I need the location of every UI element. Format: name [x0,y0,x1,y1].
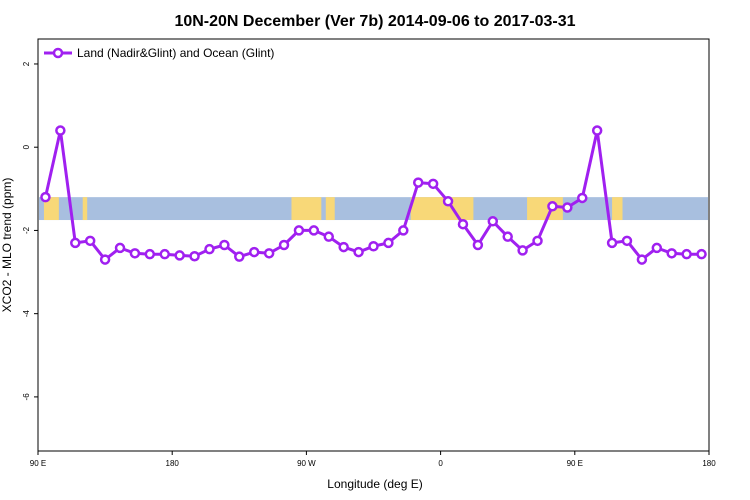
x-tick-label: 90 W [297,459,316,468]
data-point [293,225,305,236]
land-patch [410,197,474,221]
data-point [383,237,394,249]
data-point [204,243,215,255]
data-point [84,235,96,247]
data-point [502,231,513,242]
data-point [487,216,499,227]
y-tick-label: 0 [22,144,31,149]
data-point [457,218,469,230]
land-patch [43,197,59,221]
land-patch [82,197,88,221]
data-point [532,235,543,247]
land-patch [325,197,335,221]
x-tick-label: 180 [166,459,180,468]
x-tick-label: 180 [702,459,716,468]
data-point [696,248,707,260]
data-point [55,125,66,136]
data-point [636,254,648,265]
legend-marker [52,47,64,59]
land-patch [527,197,563,221]
data-point [338,241,349,253]
data-point [159,248,170,260]
data-point [189,250,200,262]
data-point [577,192,588,204]
data-point [174,250,185,261]
y-tick-label: -2 [22,226,31,234]
data-point [368,240,379,252]
x-tick-label: 90 E [567,459,583,468]
data-point [427,178,439,190]
data-point [562,202,573,213]
y-tick-label: -6 [22,393,31,401]
data-point [353,246,364,258]
data-point [114,242,126,254]
data-point [248,246,260,258]
y-axis: 2 0 -2 -4 -6 [22,61,38,400]
data-point [472,239,484,251]
data-point [398,225,409,236]
data-point [547,201,558,212]
y-tick-label: 2 [22,61,31,66]
data-point [144,248,156,260]
data-point [651,242,663,254]
x-tick-label: 0 [438,459,443,468]
data-point [278,239,290,251]
legend: Land (Nadir&Glint) and Ocean (Glint) [44,46,274,60]
data-point [621,235,633,247]
legend-label: Land (Nadir&Glint) and Ocean (Glint) [77,46,274,60]
data-point [308,225,320,236]
x-tick-label: 90 E [30,459,46,468]
land-patch [291,197,322,221]
data-point [263,248,275,259]
land-patch [612,197,623,221]
data-point [129,248,141,259]
data-point [219,239,230,251]
data-point [591,125,603,136]
x-axis: 90 E 180 90 W 0 90 E 180 [30,451,716,468]
chart-title: 10N-20N December (Ver 7b) 2014-09-06 to … [174,13,575,30]
data-point [40,191,51,203]
data-point [442,196,454,207]
data-point [99,254,111,265]
data-point [517,245,528,256]
data-point [234,251,245,262]
data-point [681,248,692,260]
data-point [606,237,618,249]
series-line [44,129,702,262]
data-point [412,177,424,188]
plot-frame [37,38,710,452]
data-point [666,248,677,259]
data-point [70,237,81,249]
series-layer [40,125,707,265]
y-tick-label: -4 [22,310,31,318]
x-axis-label: Longitude (deg E) [327,477,422,491]
y-axis-label: XCO2 - MLO trend (ppm) [0,178,14,313]
data-point [323,231,335,242]
